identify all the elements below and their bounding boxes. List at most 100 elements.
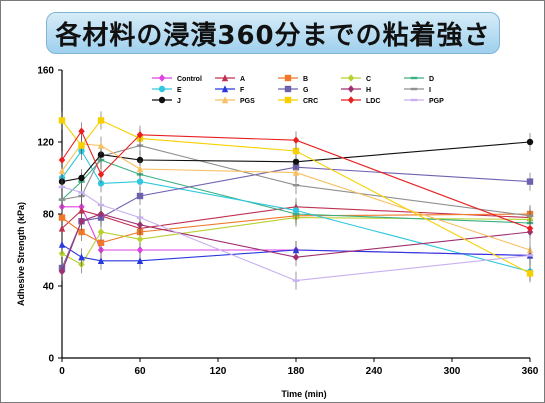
data-point: [97, 170, 105, 179]
data-point: [58, 214, 66, 221]
data-point: [526, 214, 534, 217]
data-point: [136, 235, 144, 243]
slide-title: 各材料の浸漬360分までの粘着強さ: [55, 20, 491, 51]
y-tick-label: 80: [43, 210, 55, 221]
data-point: [526, 254, 534, 257]
x-axis-title: Time (min): [281, 389, 326, 399]
legend-label: J: [177, 98, 181, 105]
y-tick-label: 120: [37, 138, 54, 149]
data-point: [78, 217, 85, 225]
legend-marker: [284, 85, 292, 93]
data-point: [97, 228, 105, 236]
data-point: [78, 174, 85, 182]
data-point: [97, 117, 105, 124]
data-point: [58, 240, 66, 248]
legend-marker: [221, 85, 229, 93]
data-point: [58, 267, 66, 276]
data-point: [136, 178, 144, 185]
series-line-f: [61, 244, 531, 262]
data-point: [97, 203, 105, 207]
data-point: [97, 239, 105, 246]
data-point: [136, 131, 144, 139]
series-line-crc: [61, 119, 531, 274]
data-point: [526, 270, 534, 277]
legend-label: Control: [177, 76, 202, 83]
legend-label: B: [303, 76, 308, 83]
data-point: [58, 167, 66, 174]
legend-marker: [347, 74, 355, 82]
series-line-c: [61, 217, 531, 266]
data-point: [136, 257, 144, 264]
y-tick-label: 160: [37, 66, 54, 77]
y-axis-title: Adhesive Strength (kPa): [16, 202, 26, 306]
x-tick-label: 120: [210, 366, 227, 377]
data-point: [97, 257, 105, 264]
legend-marker: [410, 76, 418, 80]
data-point: [78, 142, 85, 149]
data-point: [292, 207, 300, 214]
legend-marker: [410, 98, 418, 102]
data-point: [97, 141, 105, 149]
legend-label: I: [429, 87, 431, 94]
x-tick-label: 60: [134, 366, 146, 377]
title-banner: 各材料の浸漬360分までの粘着強さ: [46, 12, 500, 54]
series-line-pgp: [61, 186, 531, 282]
series-line-e: [61, 150, 531, 273]
legend-marker: [158, 85, 166, 93]
series-line-ldc: [61, 130, 531, 229]
legend-label: C: [366, 76, 371, 83]
data-point: [292, 279, 300, 282]
data-point: [526, 138, 534, 146]
data-point: [58, 117, 66, 124]
legend-marker: [158, 96, 166, 104]
data-point: [78, 191, 85, 194]
data-point: [78, 253, 85, 261]
x-tick-label: 240: [366, 366, 383, 377]
legend-marker: [410, 87, 418, 91]
legend-label: D: [429, 76, 434, 83]
data-point: [292, 184, 300, 187]
series-line-h: [61, 213, 531, 272]
data-point: [58, 198, 66, 201]
data-point: [292, 158, 300, 165]
legend-label: F: [240, 87, 245, 94]
data-point: [526, 178, 534, 185]
legend-label: H: [366, 87, 371, 94]
legend-label: G: [303, 87, 309, 94]
x-tick-label: 0: [59, 366, 65, 377]
data-point: [526, 224, 534, 233]
data-point: [78, 206, 85, 214]
legend-label: A: [240, 76, 245, 83]
y-tick-label: 0: [48, 354, 54, 365]
legend-label: PGP: [429, 98, 444, 105]
data-point: [292, 136, 300, 144]
legend-marker: [221, 96, 229, 104]
data-point: [292, 253, 300, 261]
legend-marker: [284, 74, 292, 82]
y-tick-label: 40: [43, 282, 55, 293]
data-point: [136, 246, 144, 254]
data-point: [58, 156, 66, 164]
legend-marker: [284, 96, 292, 104]
data-point: [292, 147, 300, 155]
series-line-i: [61, 145, 531, 217]
data-point: [136, 165, 144, 173]
legend-marker: [347, 85, 355, 93]
legend-label: PGS: [240, 98, 255, 105]
data-point: [58, 224, 66, 232]
series-line-pgs: [61, 143, 531, 251]
data-point: [292, 168, 300, 176]
series-line-a: [61, 206, 531, 229]
legend-marker: [158, 74, 166, 82]
data-point: [136, 192, 144, 200]
data-point: [58, 185, 66, 189]
data-point: [78, 228, 85, 236]
x-tick-label: 180: [288, 366, 305, 377]
legend-label: CRC: [303, 98, 318, 105]
legend-label: LDC: [366, 98, 380, 105]
data-point: [136, 216, 144, 219]
data-point: [78, 127, 85, 135]
legend-marker: [347, 96, 355, 104]
